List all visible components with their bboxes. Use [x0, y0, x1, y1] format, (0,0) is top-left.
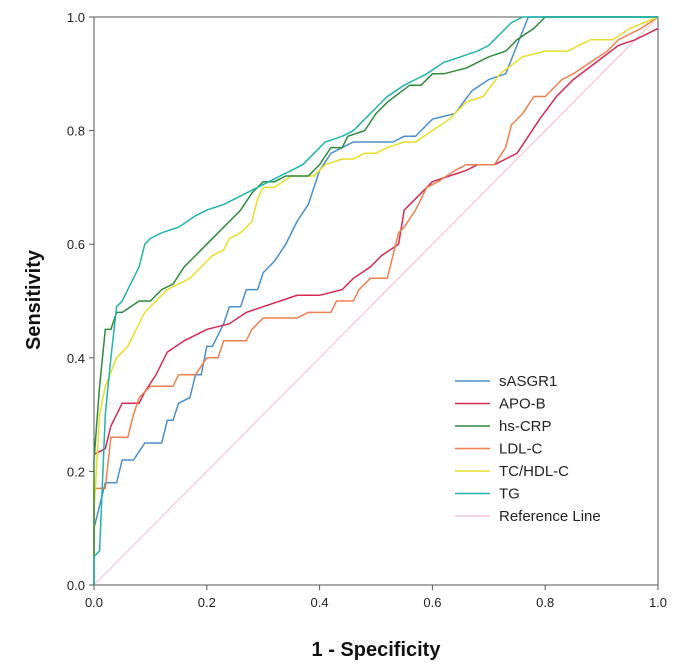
- x-tick-label: 0.0: [85, 595, 103, 610]
- legend-label-hs-crp: hs-CRP: [499, 418, 552, 435]
- legend-label-sasgr1: sASGR1: [499, 373, 557, 390]
- legend-label-tc-hdl-c: TC/HDL-C: [499, 463, 569, 480]
- x-tick-label: 0.6: [423, 595, 441, 610]
- legend-label-reference-line: Reference Line: [499, 508, 601, 525]
- y-tick-label: 0.6: [67, 237, 85, 252]
- axes: 0.0 0.2 0.4 0.6 0.8 1.0 0.0 0.2 0.4 0.6 0.8 1.0: [67, 10, 667, 610]
- series-line-tg: [93, 16, 658, 585]
- legend-label-apo-b: APO-B: [499, 396, 546, 413]
- y-axis-title: Sensitivity: [23, 249, 45, 350]
- x-tick-label: 1.0: [649, 595, 667, 610]
- y-tick-label: 0.8: [67, 124, 85, 139]
- y-tick-label: 0.4: [67, 351, 85, 366]
- legend-label-ldl-c: LDL-C: [499, 441, 543, 458]
- series-line-reference-line: [93, 16, 659, 586]
- x-axis-title: 1 - Specificity: [312, 639, 442, 661]
- x-tick-label: 0.4: [311, 595, 329, 610]
- x-tick-label: 0.2: [198, 595, 216, 610]
- x-tick-label: 0.8: [536, 595, 554, 610]
- series-line-ldl-c: [93, 16, 659, 585]
- y-tick-label: 0.2: [67, 464, 85, 479]
- series-line-sasgr1: [93, 16, 658, 585]
- y-tick-label: 0.0: [67, 578, 85, 593]
- legend-label-tg: TG: [499, 486, 520, 503]
- y-tick-label: 1.0: [67, 10, 85, 25]
- series-line-hs-crp: [93, 16, 658, 585]
- legend: sASGR1 APO-B hs-CRP LDL-C TC/HDL-C TG Referenc…: [455, 373, 601, 525]
- series-line-apo-b: [93, 27, 659, 456]
- series-layer: [93, 16, 659, 586]
